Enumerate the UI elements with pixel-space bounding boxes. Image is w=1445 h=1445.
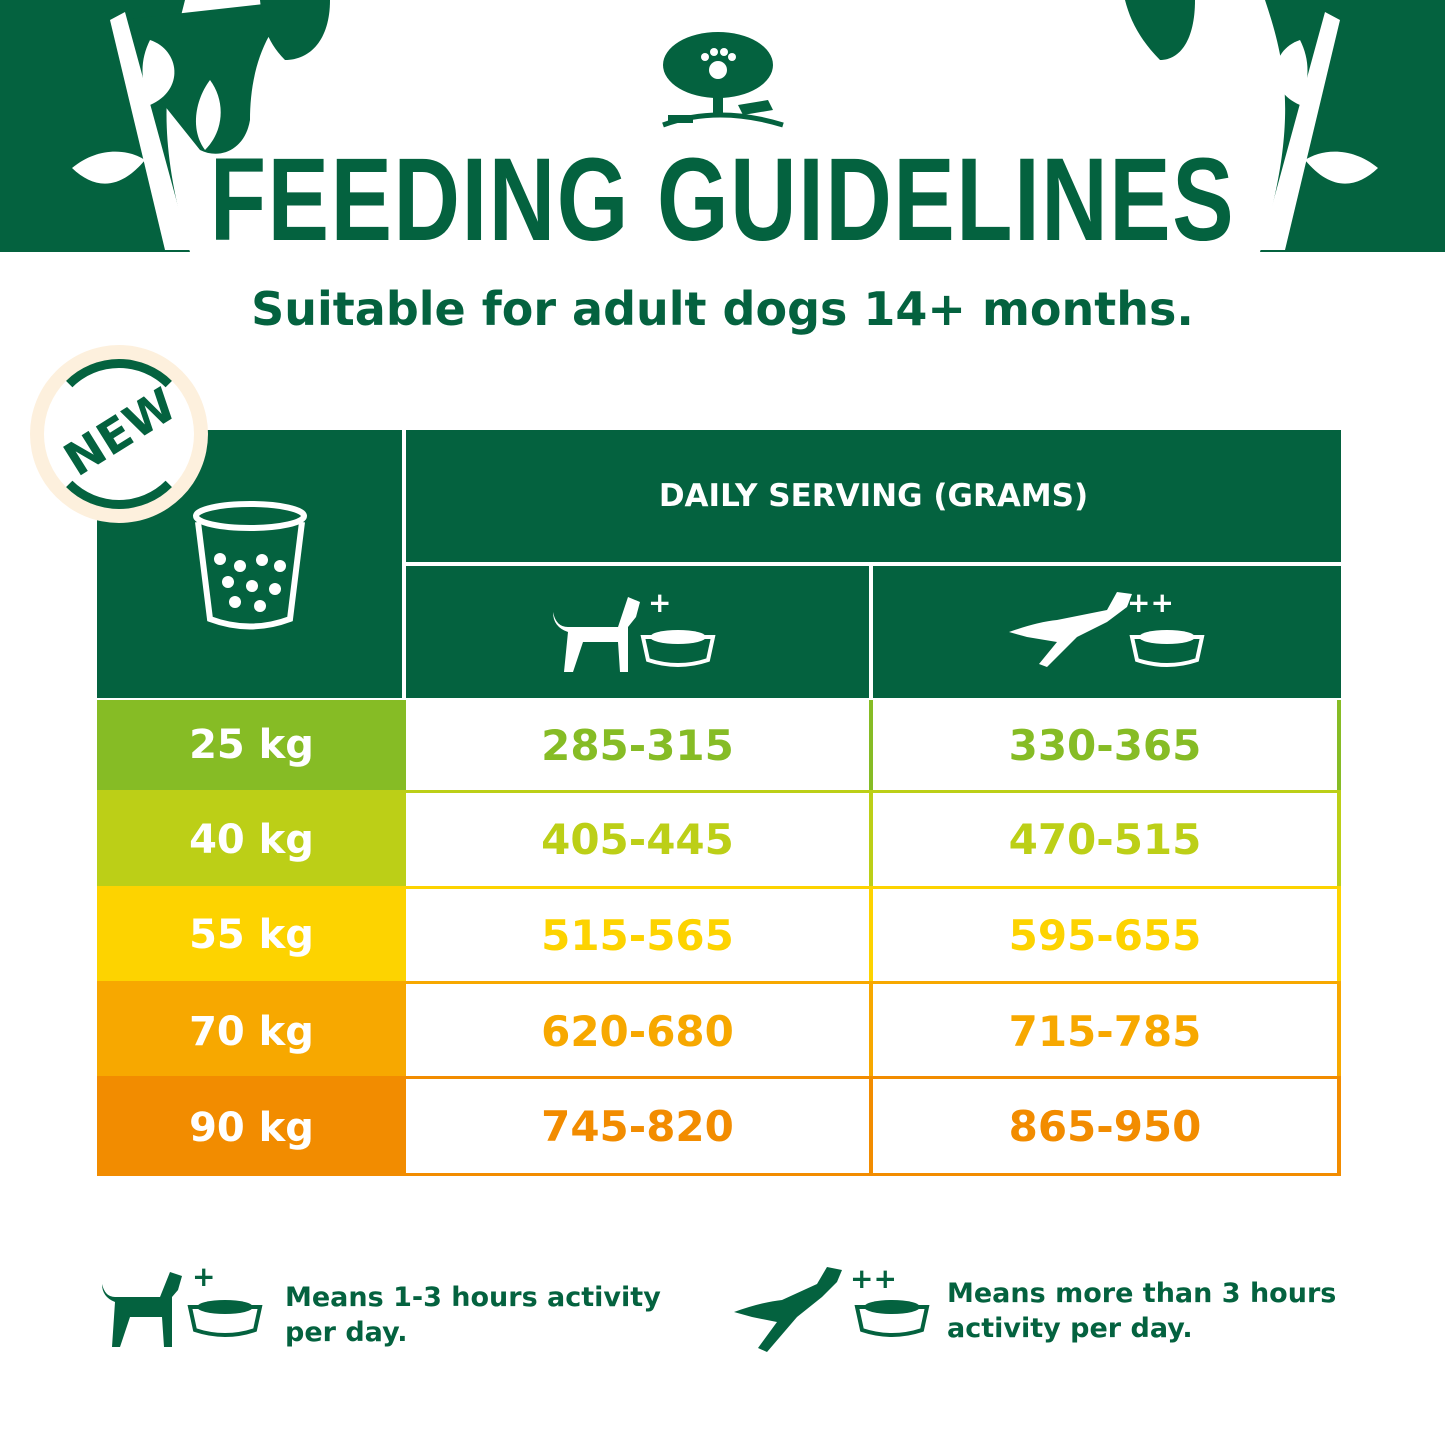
table-row: 55 kg 515-565 595-655 bbox=[97, 886, 1341, 981]
legend-jumping-dog-bowl-icon: ++ bbox=[734, 1262, 930, 1352]
legend-marker: + bbox=[192, 1262, 215, 1293]
moderate-serving-cell: 285-315 bbox=[406, 700, 869, 790]
leaf-decoration-right bbox=[1125, 0, 1445, 252]
weight-cell: 70 kg bbox=[189, 1008, 314, 1055]
new-badge: NEW bbox=[30, 345, 208, 523]
jumping-dog-bowl-icon: ++ bbox=[1009, 586, 1205, 667]
weight-cell: 90 kg bbox=[189, 1104, 314, 1151]
table-row: 25 kg 285-315 330-365 bbox=[97, 700, 1341, 790]
high-serving-cell: 865-950 bbox=[873, 1079, 1337, 1173]
food-cup-icon bbox=[192, 501, 307, 630]
moderate-activity-header: + bbox=[406, 566, 869, 698]
weight-cell: 40 kg bbox=[189, 816, 314, 863]
page-title: FEEDING GUIDELINES bbox=[209, 134, 1236, 266]
high-serving-cell: 330-365 bbox=[873, 700, 1337, 790]
tree-paw-logo bbox=[662, 32, 784, 128]
legend-dog-bowl-icon: + bbox=[102, 1262, 263, 1347]
activity-marker: + bbox=[648, 586, 671, 619]
high-serving-cell: 470-515 bbox=[873, 793, 1337, 886]
table-row: 40 kg 405-445 470-515 bbox=[97, 790, 1341, 886]
high-serving-cell: 715-785 bbox=[873, 984, 1337, 1079]
legend-marker: ++ bbox=[850, 1262, 897, 1295]
dog-bowl-icon: + bbox=[552, 586, 715, 672]
moderate-serving-cell: 515-565 bbox=[406, 889, 869, 981]
table-row: 70 kg 620-680 715-785 bbox=[97, 981, 1341, 1079]
legend-high-text: Means more than 3 hours activity per day… bbox=[947, 1278, 1337, 1344]
high-activity-header: ++ bbox=[873, 566, 1341, 698]
page-subtitle: Suitable for adult dogs 14+ months. bbox=[251, 282, 1194, 336]
high-serving-cell: 595-655 bbox=[873, 889, 1337, 981]
daily-serving-header: DAILY SERVING (GRAMS) bbox=[406, 430, 1341, 562]
moderate-serving-cell: 620-680 bbox=[406, 984, 869, 1079]
leaf-decoration-left bbox=[0, 0, 330, 252]
activity-marker: ++ bbox=[1127, 586, 1174, 619]
table-row: 90 kg 745-820 865-950 bbox=[97, 1076, 1341, 1176]
legend-moderate-text: Means 1-3 hours activity per day. bbox=[285, 1282, 661, 1348]
weight-cell: 25 kg bbox=[189, 722, 314, 768]
weight-cell: 55 kg bbox=[189, 912, 314, 958]
moderate-serving-cell: 745-820 bbox=[406, 1079, 869, 1173]
moderate-serving-cell: 405-445 bbox=[406, 793, 869, 886]
